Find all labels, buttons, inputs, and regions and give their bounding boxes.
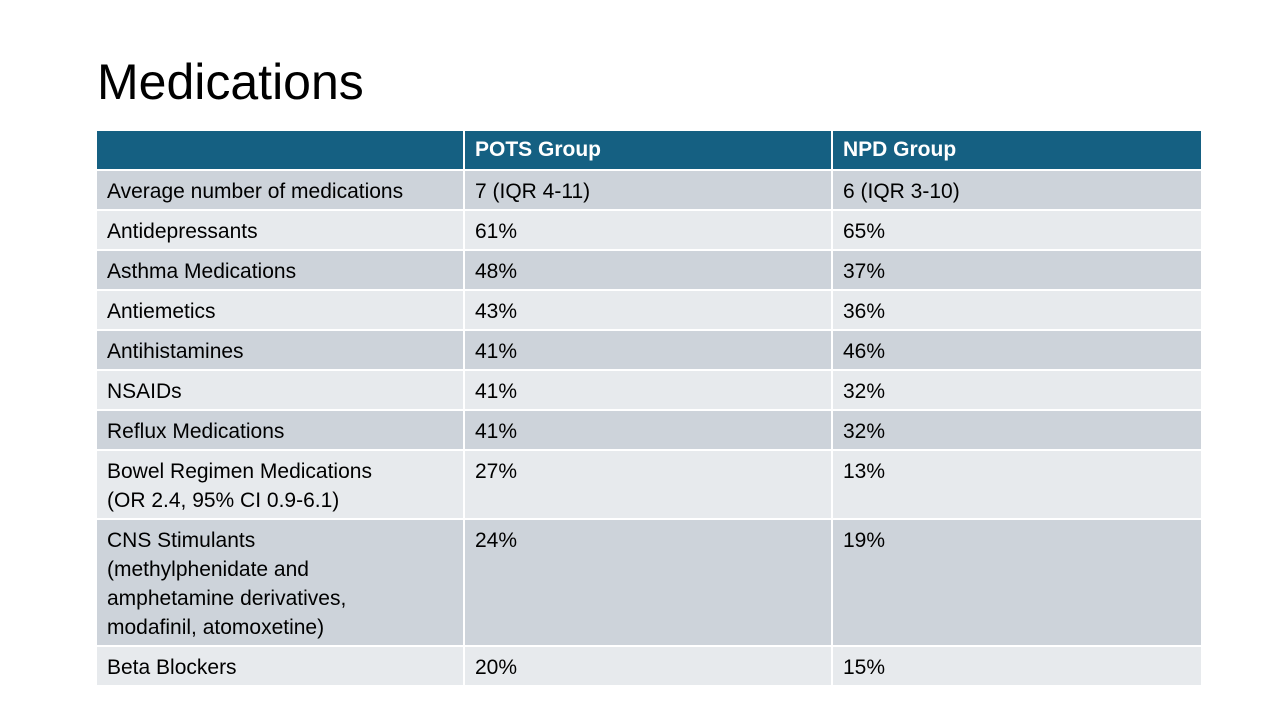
medication-name-cell: Asthma Medications (97, 249, 464, 290)
pots-value-cell: 41% (463, 369, 832, 410)
table-row: NSAIDs 41% 32% (97, 369, 1201, 410)
table-row: Antiemetics 43% 36% (97, 289, 1201, 330)
npd-value-cell: 36% (831, 289, 1201, 330)
medication-name-cell: Antihistamines (97, 329, 464, 370)
medication-name-cell: Reflux Medications (97, 409, 464, 450)
npd-value-cell: 15% (831, 645, 1201, 685)
table-row: Antidepressants 61% 65% (97, 209, 1201, 250)
table-row: Average number of medications 7 (IQR 4-1… (97, 169, 1201, 210)
slide-title: Medications (97, 54, 364, 110)
pots-value-cell: 27% (463, 449, 832, 519)
pots-value-cell: 41% (463, 329, 832, 370)
header-cell-npd-group: NPD Group (831, 131, 1201, 171)
npd-value-cell: 19% (831, 518, 1201, 646)
npd-value-cell: 37% (831, 249, 1201, 290)
table-row: Asthma Medications 48% 37% (97, 249, 1201, 290)
pots-value-cell: 43% (463, 289, 832, 330)
medication-name-cell: Antidepressants (97, 209, 464, 250)
table-row: CNS Stimulants (methylphenidate and amph… (97, 518, 1201, 646)
table-row: Antihistamines 41% 46% (97, 329, 1201, 370)
pots-value-cell: 24% (463, 518, 832, 646)
table-row: Reflux Medications 41% 32% (97, 409, 1201, 450)
npd-value-cell: 32% (831, 369, 1201, 410)
table-header-row: POTS Group NPD Group (97, 131, 1201, 171)
pots-value-cell: 41% (463, 409, 832, 450)
pots-value-cell: 61% (463, 209, 832, 250)
npd-value-cell: 13% (831, 449, 1201, 519)
header-cell-empty (97, 131, 464, 171)
npd-value-cell: 32% (831, 409, 1201, 450)
npd-value-cell: 6 (IQR 3-10) (831, 169, 1201, 210)
table-row: Beta Blockers 20% 15% (97, 645, 1201, 685)
pots-value-cell: 7 (IQR 4-11) (463, 169, 832, 210)
medication-name-cell: Average number of medications (97, 169, 464, 210)
table-row: Bowel Regimen Medications (OR 2.4, 95% C… (97, 449, 1201, 519)
pots-value-cell: 20% (463, 645, 832, 685)
npd-value-cell: 65% (831, 209, 1201, 250)
pots-value-cell: 48% (463, 249, 832, 290)
npd-value-cell: 46% (831, 329, 1201, 370)
medications-table: POTS Group NPD Group Average number of m… (97, 131, 1201, 685)
medication-name-cell: Beta Blockers (97, 645, 464, 685)
medication-name-cell: NSAIDs (97, 369, 464, 410)
medication-name-cell: Bowel Regimen Medications (OR 2.4, 95% C… (97, 449, 464, 519)
medication-name-cell: Antiemetics (97, 289, 464, 330)
header-cell-pots-group: POTS Group (463, 131, 832, 171)
medication-name-cell: CNS Stimulants (methylphenidate and amph… (97, 518, 464, 646)
